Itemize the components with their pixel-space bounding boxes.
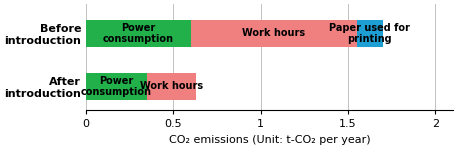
Bar	[357, 20, 383, 47]
Text: Power
consumption: Power consumption	[103, 23, 174, 44]
Text: Work hours: Work hours	[242, 28, 305, 38]
Bar	[147, 73, 196, 100]
Text: Work hours: Work hours	[140, 81, 203, 91]
Text: Paper used for
printing: Paper used for printing	[329, 23, 410, 44]
Bar	[86, 73, 147, 100]
Bar	[191, 20, 357, 47]
Text: Power
consumption: Power consumption	[81, 76, 152, 97]
X-axis label: CO₂ emissions (Unit: t-CO₂ per year): CO₂ emissions (Unit: t-CO₂ per year)	[169, 135, 370, 145]
Bar	[86, 20, 191, 47]
